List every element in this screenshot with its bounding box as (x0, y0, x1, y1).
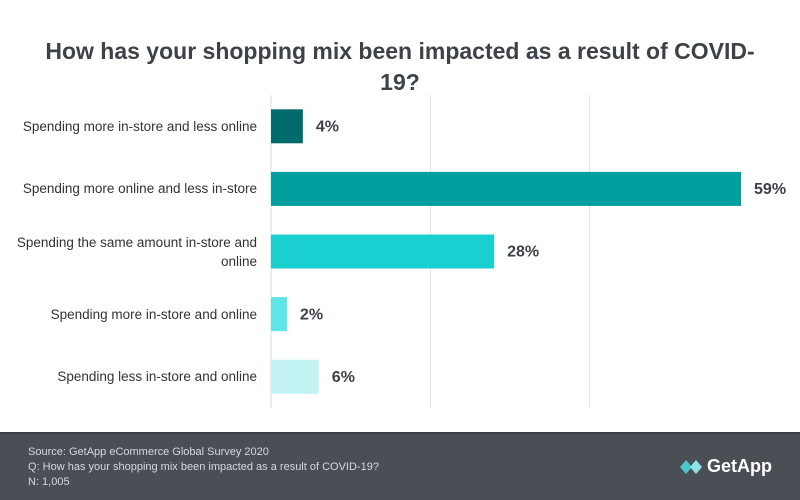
question: Q: How has your shopping mix been impact… (28, 461, 379, 473)
category-label: Spending more in-store and less online (22, 118, 257, 134)
value-label: 2% (300, 306, 323, 323)
value-label: 4% (316, 119, 339, 136)
brand: GetApp (707, 456, 772, 476)
bar (271, 171, 742, 206)
source: Source: GetApp eCommerce Global Survey 2… (28, 446, 269, 458)
value-label: 59% (754, 181, 786, 198)
category-label: Spending more online and less in-store (22, 181, 257, 197)
plot: 4% 59% 28% 2% 6% (270, 95, 786, 408)
bar (271, 297, 287, 332)
footer: Source: GetApp eCommerce Global Survey 2… (0, 432, 800, 500)
category-label: Spending more in-store and online (50, 306, 257, 322)
sample-size: N: 1,005 (28, 476, 70, 488)
bar (271, 359, 319, 394)
bar (271, 109, 303, 144)
value-label: 6% (332, 369, 355, 386)
value-label: 28% (507, 244, 539, 261)
logo-icon (680, 460, 702, 474)
chart-title: How has your shopping mix been impacted … (45, 38, 755, 95)
bar (271, 234, 495, 269)
category-label: Spending less in-store and online (57, 369, 257, 385)
category-label: Spending the same amount in-store and on… (16, 234, 257, 269)
